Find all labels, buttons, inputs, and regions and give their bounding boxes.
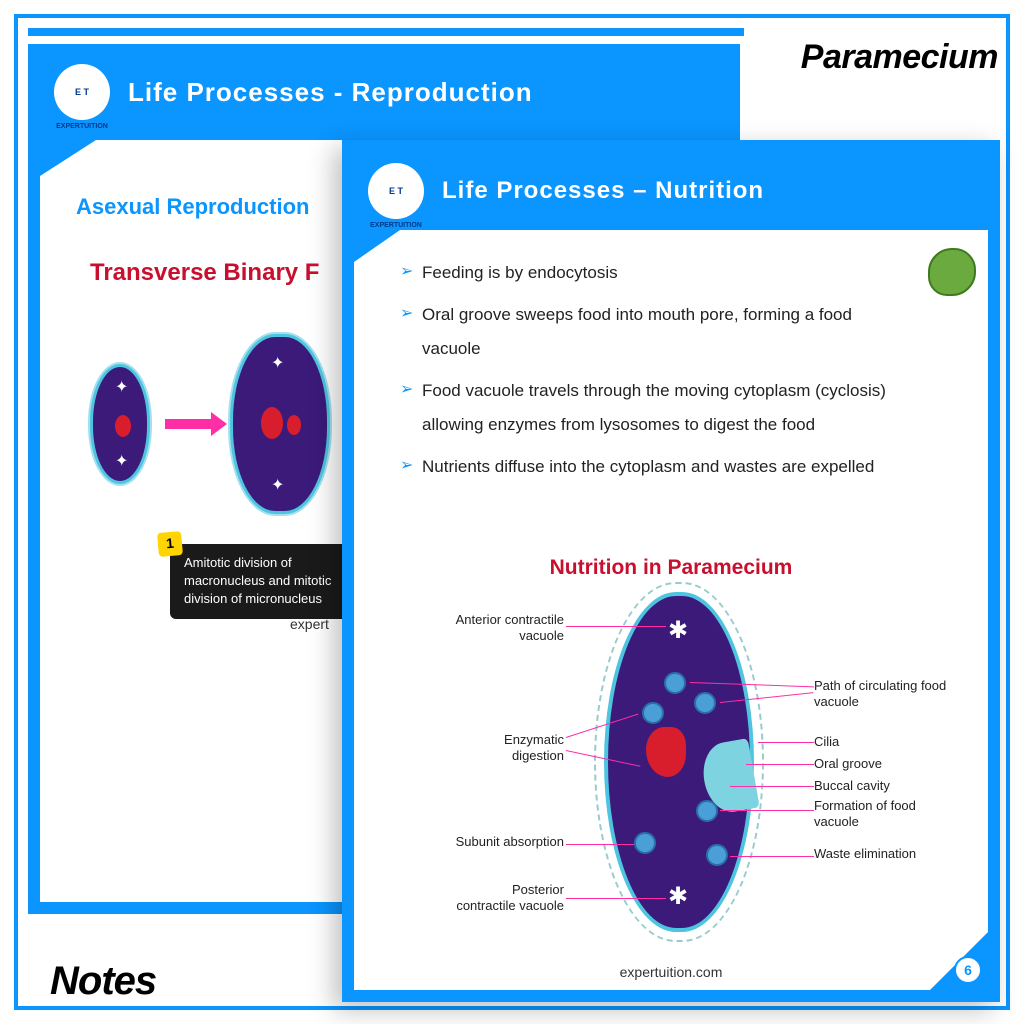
back-heading: Transverse Binary F [90,259,319,287]
food-vacuole-icon [642,702,664,724]
back-header-cut [40,140,96,176]
label-line [720,810,814,811]
label-path: Path of circulating food vacuole [814,678,964,709]
label-formation: Formation of food vacuole [814,798,964,829]
bullet-item: Food vacuole travels through the moving … [400,374,908,442]
step-1-badge: 1 Amitotic division of macronucleus and … [170,544,370,619]
front-heading: Nutrition in Paramecium [354,556,988,580]
front-slide-title: Life Processes – Nutrition [442,177,764,205]
logo-icon: E T EXPERTUITION [368,163,424,219]
food-vacuole-icon [706,844,728,866]
bullet-list: Feeding is by endocytosis Oral groove sw… [400,256,908,492]
label-enzymatic: Enzymatic digestion [454,732,564,763]
label-anterior: Anterior contractile vacuole [454,612,564,643]
bullet-item: Nutrients diffuse into the cytoplasm and… [400,450,908,484]
step-1-text: Amitotic division of macronucleus and mi… [184,555,331,606]
title-paramecium: Paramecium [801,38,998,77]
label-cilia: Cilia [814,734,964,750]
food-vacuole-icon [696,800,718,822]
label-line [566,898,666,899]
arrow-icon [165,419,211,429]
back-subtitle: Asexual Reproduction [76,194,309,220]
label-line [758,742,814,743]
label-line [566,626,666,627]
macronucleus-icon [646,727,686,777]
logo-brand: EXPERTUITION [56,123,108,130]
label-line [746,764,814,765]
label-oral: Oral groove [814,756,964,772]
food-vacuole-icon [694,692,716,714]
label-waste: Waste elimination [814,846,964,862]
back-footer-text: expert [290,616,329,632]
food-vacuole-icon [634,832,656,854]
label-posterior: Posterior contractile vacuole [454,882,564,913]
logo-text: E T [75,88,89,97]
paramecium-small-icon: ✦ ✦ [90,364,150,484]
label-line [566,844,634,845]
title-notes: Notes [50,959,156,1004]
label-subunit: Subunit absorption [454,834,564,850]
step-1-number: 1 [157,531,183,557]
star-icon: ✱ [668,882,688,911]
outer-top-line [28,28,744,36]
paramecium-large-icon: ✦ ✦ [230,334,330,514]
star-icon: ✱ [668,616,688,645]
food-vacuole-icon [664,672,686,694]
logo-brand: EXPERTUITION [370,222,422,229]
back-slide-title: Life Processes - Reproduction [128,77,533,108]
label-line [730,856,814,857]
logo-text: E T [389,187,403,196]
front-header-cut [354,230,400,262]
page-number: 6 [954,956,982,984]
back-diagram: ✦ ✦ ✦ ✦ [80,304,380,584]
front-footer-text: expertuition.com [354,964,988,980]
cell-icon [928,248,976,296]
logo-icon: E T EXPERTUITION [54,64,110,120]
nutrition-diagram: ✱ ✱ Anterior contractile vacuole Enzymat… [394,582,968,954]
bullet-item: Oral groove sweeps food into mouth pore,… [400,298,908,366]
back-slide-header: E T EXPERTUITION Life Processes - Reprod… [40,44,728,140]
front-slide: E T EXPERTUITION Life Processes – Nutrit… [342,140,1000,1002]
label-buccal: Buccal cavity [814,778,964,794]
front-slide-header: E T EXPERTUITION Life Processes – Nutrit… [354,152,988,230]
label-line [730,786,814,787]
bullet-item: Feeding is by endocytosis [400,256,908,290]
